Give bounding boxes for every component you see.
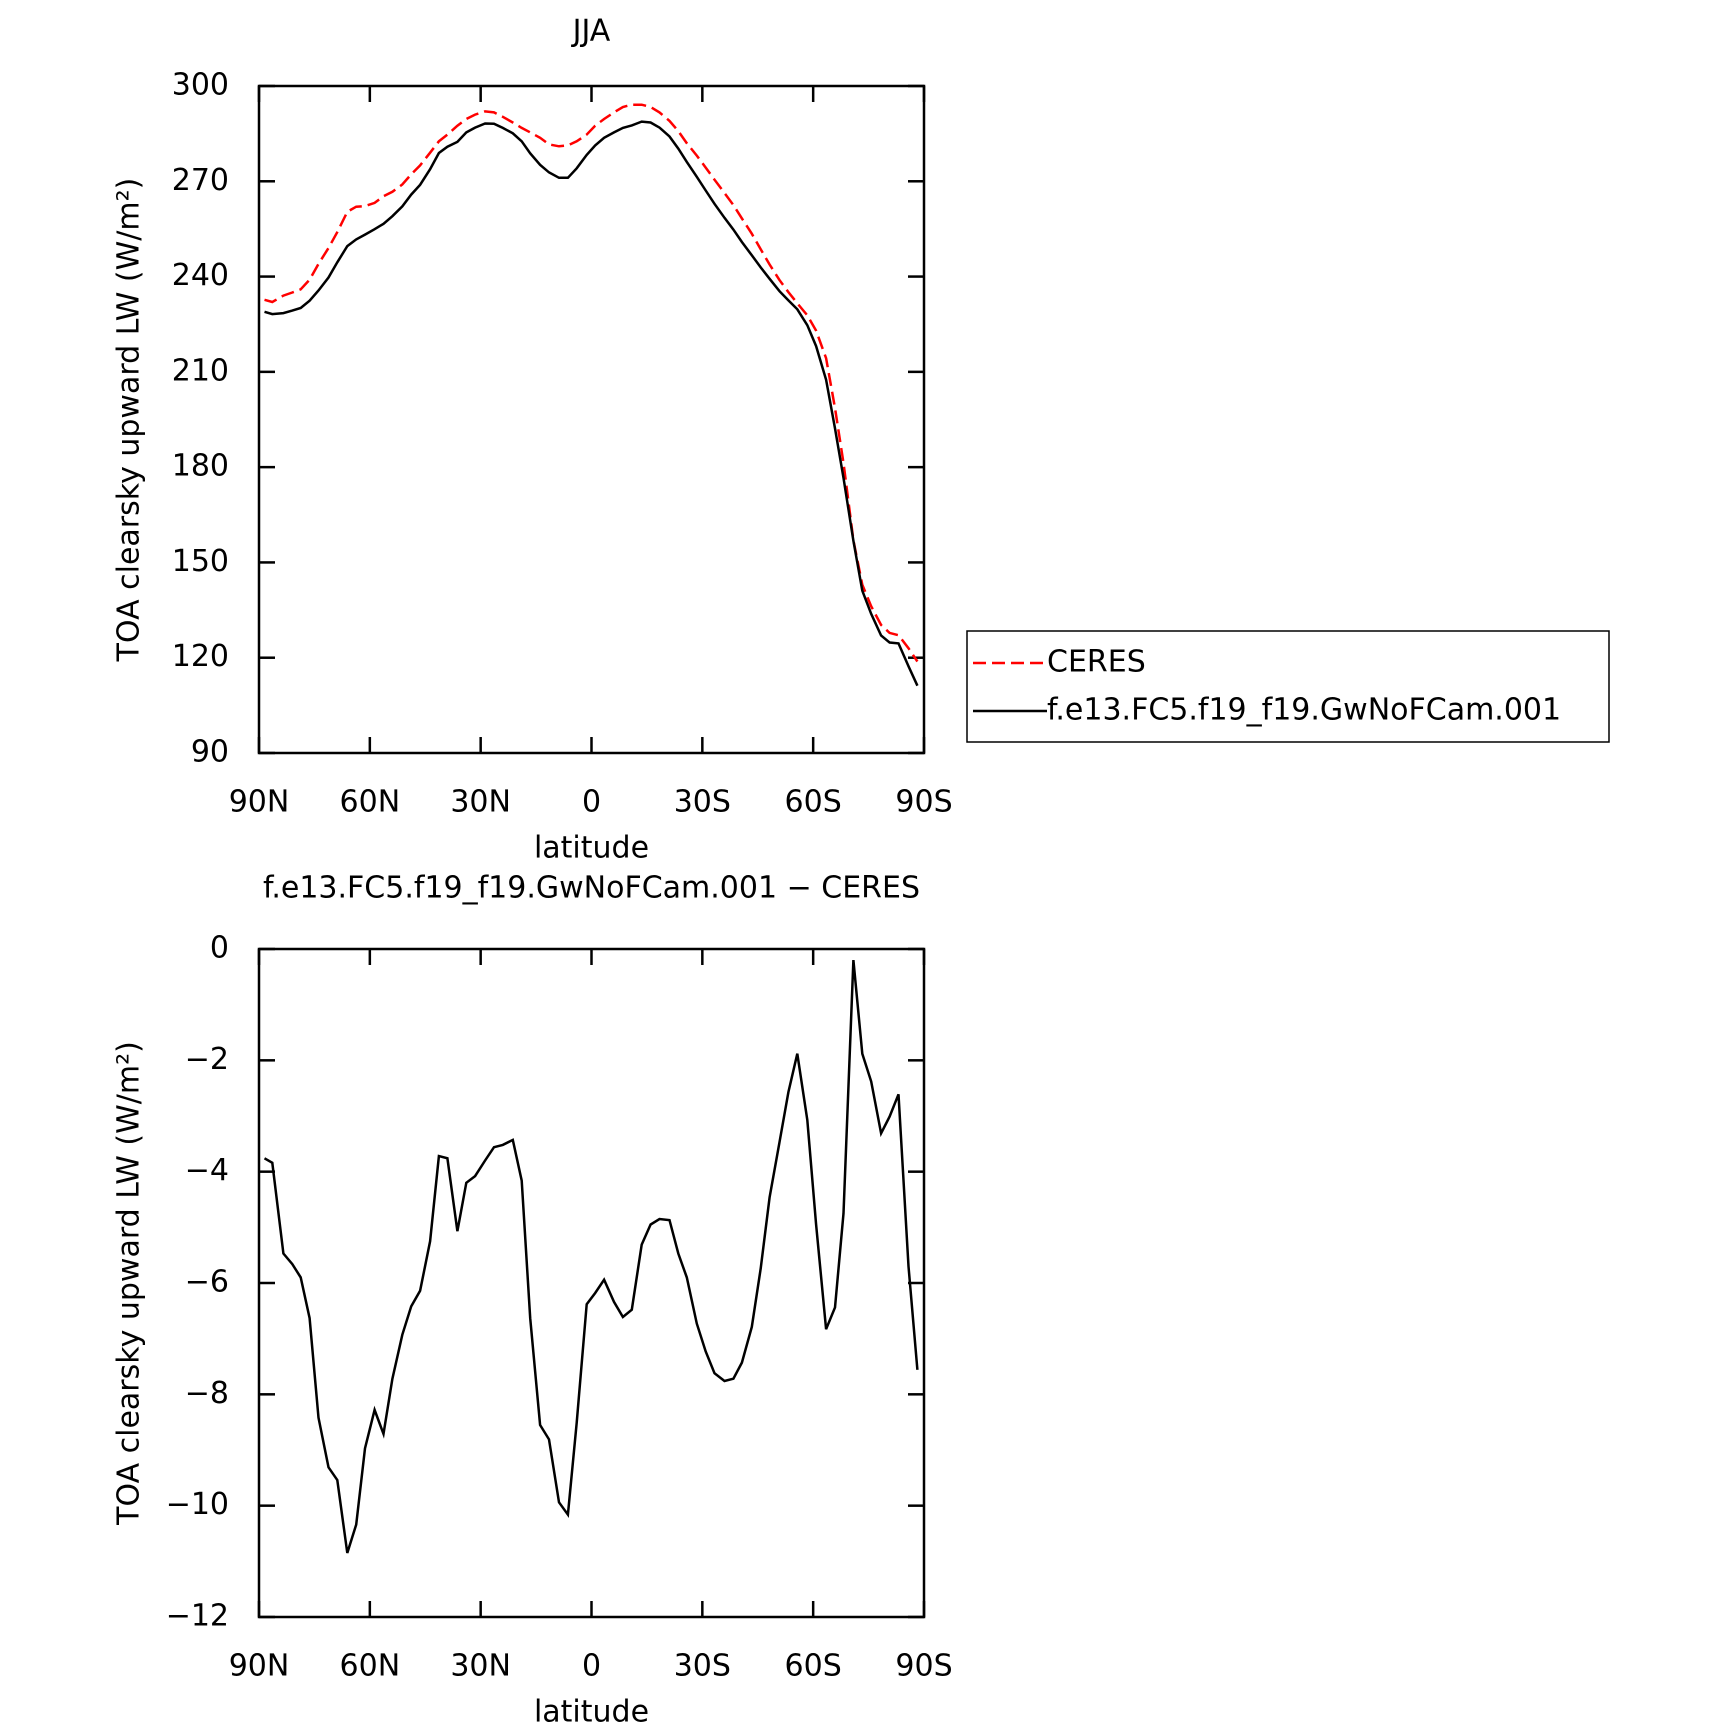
y-tick-label: −10 xyxy=(166,1487,229,1522)
y-tick-label: 90 xyxy=(191,735,229,770)
y-axis-label: TOA clearsky upward LW (W/m²) xyxy=(112,178,147,663)
x-tick-label: 90S xyxy=(895,785,952,820)
x-axis-label: latitude xyxy=(534,1695,649,1723)
y-tick-label: 240 xyxy=(172,258,229,293)
data-line xyxy=(263,959,919,1554)
legend-label: CERES xyxy=(1047,645,1146,680)
y-tick-label: −12 xyxy=(166,1599,229,1634)
x-tick-label: 30S xyxy=(674,1649,731,1684)
x-tick-label: 90N xyxy=(229,1649,290,1684)
y-axis-label: TOA clearsky upward LW (W/m²) xyxy=(112,1041,147,1526)
data-line xyxy=(264,120,919,687)
legend-label: f.e13.FC5.f19_f19.GwNoFCam.001 xyxy=(1047,693,1561,728)
x-tick-label: 0 xyxy=(582,785,601,820)
x-tick-label: 90S xyxy=(895,1649,952,1684)
legend-box xyxy=(966,630,1610,743)
x-axis-label: latitude xyxy=(534,831,649,866)
y-tick-label: 270 xyxy=(172,163,229,198)
y-tick-label: 0 xyxy=(210,931,229,966)
y-tick-label: −4 xyxy=(185,1153,229,1188)
y-tick-label: 150 xyxy=(172,544,229,579)
x-tick-label: 30N xyxy=(450,785,511,820)
x-tick-label: 30S xyxy=(674,785,731,820)
x-tick-label: 0 xyxy=(582,1649,601,1684)
x-tick-label: 90N xyxy=(229,785,290,820)
y-tick-label: −8 xyxy=(185,1376,229,1411)
plot-frame xyxy=(257,947,926,1619)
plot-frame xyxy=(257,84,926,755)
x-tick-label: 30N xyxy=(450,1649,511,1684)
y-tick-label: 120 xyxy=(172,639,229,674)
y-tick-label: 300 xyxy=(172,68,229,103)
data-line xyxy=(264,103,919,663)
y-tick-label: 180 xyxy=(172,449,229,484)
y-tick-label: 210 xyxy=(172,353,229,388)
x-tick-label: 60S xyxy=(785,1649,842,1684)
chart-title: f.e13.FC5.f19_f19.GwNoFCam.001 − CERES xyxy=(263,871,920,906)
x-tick-label: 60N xyxy=(340,1649,401,1684)
x-tick-label: 60S xyxy=(785,785,842,820)
chart-title: JJA xyxy=(571,14,611,49)
y-tick-label: −2 xyxy=(185,1042,229,1077)
y-tick-label: −6 xyxy=(185,1265,229,1300)
x-tick-label: 60N xyxy=(340,785,401,820)
